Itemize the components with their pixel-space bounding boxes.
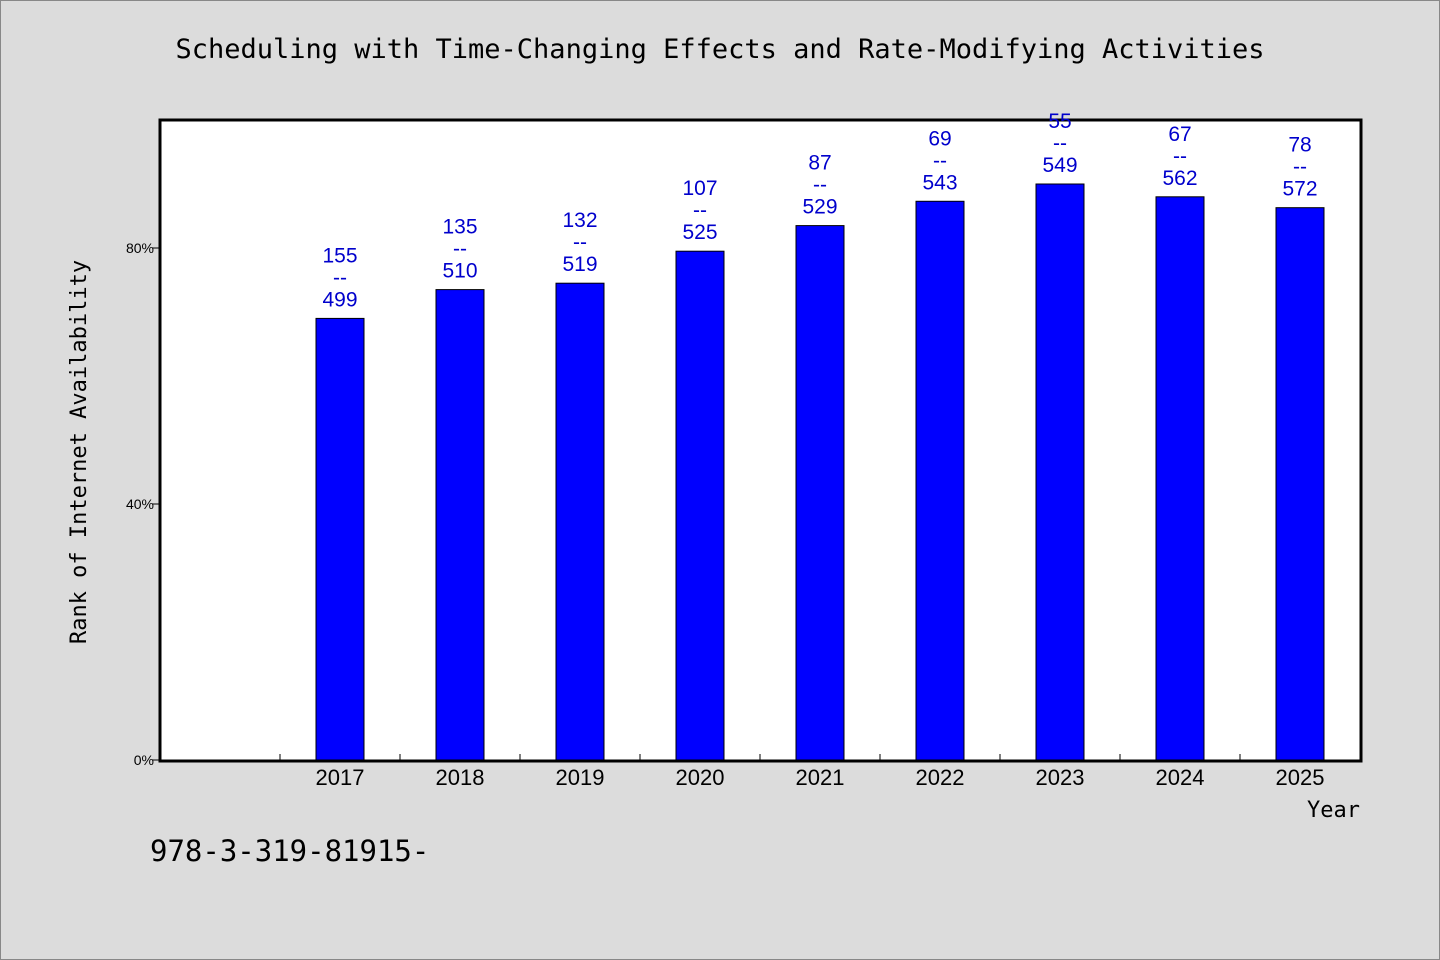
data-label: 135 [442, 216, 477, 239]
data-label: -- [933, 149, 947, 172]
isbn-footer: 978-3-319-81915- [150, 834, 430, 868]
data-label: 543 [922, 171, 957, 194]
data-label: -- [693, 199, 707, 222]
data-label: 562 [1162, 167, 1197, 190]
x-axis-label: Year [1307, 798, 1360, 823]
data-labels: 155--499135--510132--519107--52587--5296… [322, 110, 1317, 311]
bar-2022 [915, 200, 965, 761]
x-axis: 2017 2018 2019 2020 2021 2022 2023 2024 2025 [279, 754, 1361, 790]
x-tick-label: 2023 [1036, 765, 1085, 790]
bar-2025 [1275, 207, 1325, 761]
data-label: 132 [562, 209, 597, 232]
x-tick-label: 2017 [316, 765, 365, 790]
x-tick-label: 2022 [916, 765, 965, 790]
data-label: 519 [562, 253, 597, 276]
data-label: -- [813, 174, 827, 197]
data-label: 155 [322, 244, 357, 267]
data-label: -- [333, 266, 347, 289]
x-tick-label: 2018 [436, 765, 485, 790]
data-label: 549 [1042, 154, 1077, 177]
x-tick-label: 2021 [796, 765, 845, 790]
y-axis-label: Rank of Internet Availability [67, 260, 92, 644]
data-label: -- [573, 231, 587, 254]
x-tick-label: 2020 [676, 765, 725, 790]
data-label: 510 [442, 260, 477, 283]
y-tick-label: 80% [126, 240, 154, 256]
bar-2021 [795, 225, 845, 761]
bar-2020 [675, 250, 725, 761]
data-label: 67 [1168, 123, 1191, 146]
data-label: -- [1173, 145, 1187, 168]
y-tick-label: 40% [126, 496, 154, 512]
x-tick-label: 2024 [1156, 765, 1205, 790]
bar-2024 [1155, 196, 1205, 761]
x-tick-label: 2025 [1276, 765, 1325, 790]
data-label: 499 [322, 288, 357, 311]
data-label: -- [453, 238, 467, 261]
data-label: 55 [1048, 110, 1071, 133]
y-axis: 0% 40% 80% [126, 240, 160, 768]
data-label: -- [1293, 156, 1307, 179]
data-label: 69 [928, 127, 951, 150]
x-tick-label: 2019 [556, 765, 605, 790]
bar-series [315, 183, 1325, 761]
data-label: -- [1053, 132, 1067, 155]
data-label: 87 [808, 152, 831, 175]
bar-2018 [435, 289, 485, 761]
bar-2019 [555, 282, 605, 761]
data-label: 529 [802, 196, 837, 219]
bar-2023 [1035, 183, 1085, 761]
y-tick-label: 0% [134, 752, 154, 768]
chart-title: Scheduling with Time-Changing Effects an… [175, 34, 1265, 65]
bar-2017 [315, 317, 365, 761]
data-label: 78 [1288, 134, 1311, 157]
data-label: 107 [682, 177, 717, 200]
data-label: 572 [1282, 178, 1317, 201]
data-label: 525 [682, 221, 717, 244]
